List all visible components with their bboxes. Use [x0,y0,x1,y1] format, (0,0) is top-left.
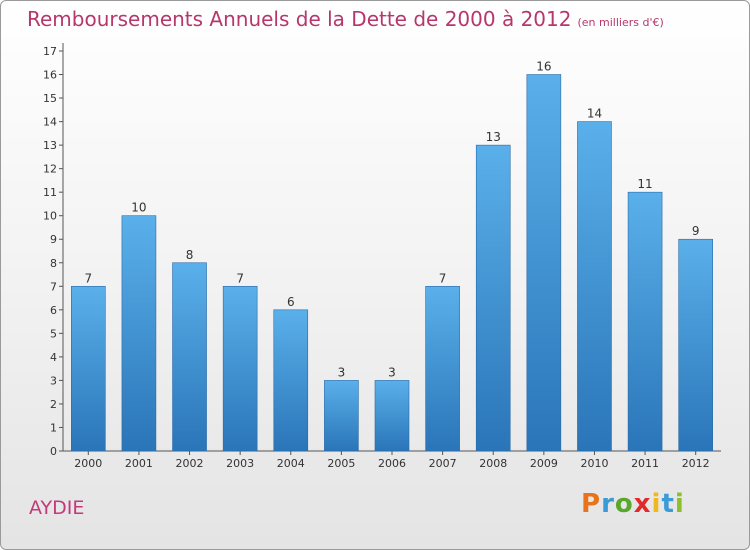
y-tick-label: 11 [43,186,57,199]
bar [627,191,663,452]
value-labels: 7 10 8 7 6 3 3 7 13 16 14 11 9 [84,60,699,380]
data-label: 7 [84,271,92,285]
y-tick-label: 16 [43,69,57,82]
y-tick-label: 15 [43,92,57,105]
data-label: 3 [388,365,396,379]
data-label: 14 [587,107,602,121]
bar [425,285,460,452]
x-tick-label: 2009 [530,457,558,470]
bar [475,144,511,452]
logo-letter: o [614,489,634,519]
x-tick-label: 2004 [277,457,305,470]
commune-name: AYDIE [29,497,85,519]
y-tick-label: 14 [43,116,57,129]
x-tick-label: 2008 [479,457,507,470]
x-tick-label: 2003 [226,457,254,470]
bar [577,121,612,452]
bar [172,262,207,452]
bar [526,74,562,452]
bar [71,285,106,452]
x-tick-labels: 2000 2001 2002 2003 2004 2005 2006 2007 2008 2009… [74,457,709,470]
bar [273,309,309,452]
chart-title: Remboursements Annuels de la Dette de 20… [27,7,664,31]
data-label: 7 [439,271,447,285]
y-tick-label: 9 [50,233,57,246]
y-tick-label: 13 [43,139,57,152]
logo-letter: r [601,489,615,519]
y-tick-label: 7 [50,280,57,293]
data-label: 11 [637,177,652,191]
y-tick-label: 2 [50,398,57,411]
data-label: 13 [486,130,501,144]
x-tick-label: 2012 [682,457,710,470]
x-tick-label: 2001 [125,457,153,470]
bar [121,215,157,452]
y-tick-label: 0 [50,445,57,458]
x-tick-label: 2007 [429,457,457,470]
logo-letter: i [674,489,685,519]
data-label: 10 [131,201,146,215]
y-tick-label: 17 [43,45,57,58]
logo-letter: i [651,489,662,519]
data-label: 9 [692,224,700,238]
data-label: 16 [536,60,551,74]
x-tick-label: 2011 [631,457,659,470]
y-tick-label: 12 [43,163,57,176]
y-tick-label: 1 [50,421,57,434]
y-tick-label: 6 [50,304,57,317]
logo-letter: t [661,489,675,519]
bars [71,74,713,452]
data-label: 7 [236,271,244,285]
y-tick-label: 5 [50,327,57,340]
x-tick-label: 2002 [176,457,204,470]
proxiti-logo: Proxiti [581,489,685,519]
bar [324,380,359,452]
data-label: 8 [186,248,194,262]
y-tick-label: 4 [50,351,57,364]
x-tick-label: 2010 [580,457,608,470]
x-tick-label: 2000 [74,457,102,470]
subtitle-text: (en milliers d'€) [577,16,664,29]
bar [374,380,410,452]
x-tick-label: 2006 [378,457,406,470]
bar [678,238,713,452]
y-tick-label: 3 [50,374,57,387]
data-label: 3 [338,365,346,379]
title-text: Remboursements Annuels de la Dette de 20… [27,7,572,31]
logo-letter: P [581,489,602,519]
x-tick-label: 2005 [327,457,355,470]
y-tick-label: 8 [50,257,57,270]
y-tick-label: 10 [43,210,57,223]
bar [222,285,258,452]
data-label: 6 [287,295,295,309]
logo-letter: x [633,489,652,519]
